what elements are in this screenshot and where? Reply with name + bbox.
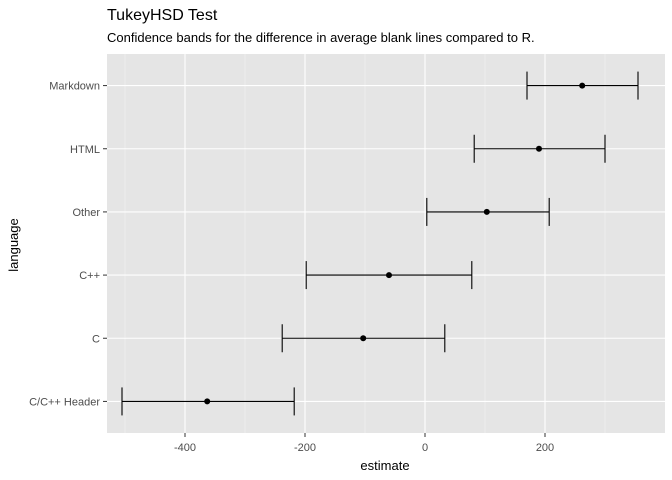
chart-title: TukeyHSD Test bbox=[107, 7, 218, 24]
estimate-point bbox=[579, 82, 586, 89]
estimate-point bbox=[204, 398, 211, 405]
y-tick-label: HTML bbox=[70, 144, 100, 156]
y-tick-label: C++ bbox=[79, 270, 100, 282]
errorbar-html bbox=[473, 134, 606, 163]
estimate-point bbox=[386, 272, 392, 279]
y-tick-label: Markdown bbox=[49, 81, 100, 93]
errorbar-c-c-header bbox=[121, 387, 295, 416]
errorbar-other bbox=[426, 197, 550, 226]
plot-panel bbox=[107, 54, 665, 433]
y-axis-title: language bbox=[6, 218, 21, 272]
error-bars bbox=[121, 71, 639, 416]
errorbar-markdown bbox=[526, 71, 639, 100]
chart-subtitle: Confidence bands for the difference in a… bbox=[107, 30, 535, 45]
estimate-point bbox=[483, 208, 490, 215]
x-tick-label: -400 bbox=[174, 442, 196, 454]
estimate-point bbox=[360, 335, 367, 342]
x-tick-label: -200 bbox=[294, 442, 316, 454]
axes: -400 -200 0 200 Markdown HTML Other C++ C C/C++ H… bbox=[29, 81, 554, 454]
estimate-point bbox=[536, 145, 542, 152]
errorbar-c bbox=[281, 324, 446, 353]
x-axis-title: estimate bbox=[360, 458, 409, 473]
y-tick-label: C/C++ Header bbox=[29, 396, 100, 408]
x-tick-label: 0 bbox=[422, 442, 428, 454]
y-tick-label: Other bbox=[72, 207, 100, 219]
x-tick-label: 200 bbox=[536, 442, 554, 454]
errorbar-c- bbox=[305, 261, 473, 290]
y-tick-label: C bbox=[92, 333, 100, 345]
